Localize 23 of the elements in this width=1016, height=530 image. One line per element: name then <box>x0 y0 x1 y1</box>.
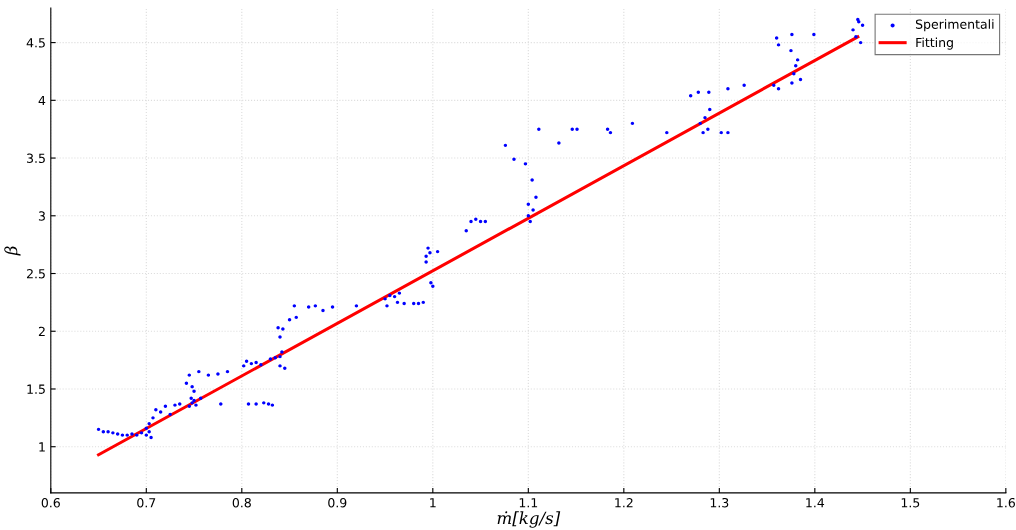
x-tick-label: 1.2 <box>615 497 633 508</box>
x-tick-label: 0.8 <box>232 497 251 508</box>
x-tick-label: 0.6 <box>41 497 60 508</box>
y-tick-label: 3 <box>38 211 45 221</box>
x-tick-label: 0.7 <box>137 497 156 508</box>
y-tick-label: 4 <box>38 95 46 106</box>
y-tick-label: 1.5 <box>27 384 45 394</box>
x-tick-label: 1.3 <box>710 497 729 508</box>
y-tick-label: 2.5 <box>26 268 45 279</box>
x-tick-label: 1.1 <box>519 498 538 508</box>
x-tick-label: 1.4 <box>806 498 825 508</box>
x-tick-label: 1.6 <box>997 497 1015 508</box>
y-tick-label: 3.5 <box>27 153 45 163</box>
y-tick-label: 4.5 <box>26 38 45 48</box>
legend-label: Sperimentali <box>915 19 994 32</box>
x-tick-label: 0.9 <box>328 497 347 508</box>
y-axis-title: β <box>4 246 21 256</box>
legend-label: Fitting <box>916 37 953 50</box>
x-axis-title: ṁ[kg/s] <box>497 511 561 528</box>
y-tick-label: 2 <box>38 326 45 336</box>
y-tick-label: 1 <box>39 442 45 452</box>
x-tick-label: 1.5 <box>901 498 920 508</box>
x-tick-label: 1 <box>430 498 436 508</box>
